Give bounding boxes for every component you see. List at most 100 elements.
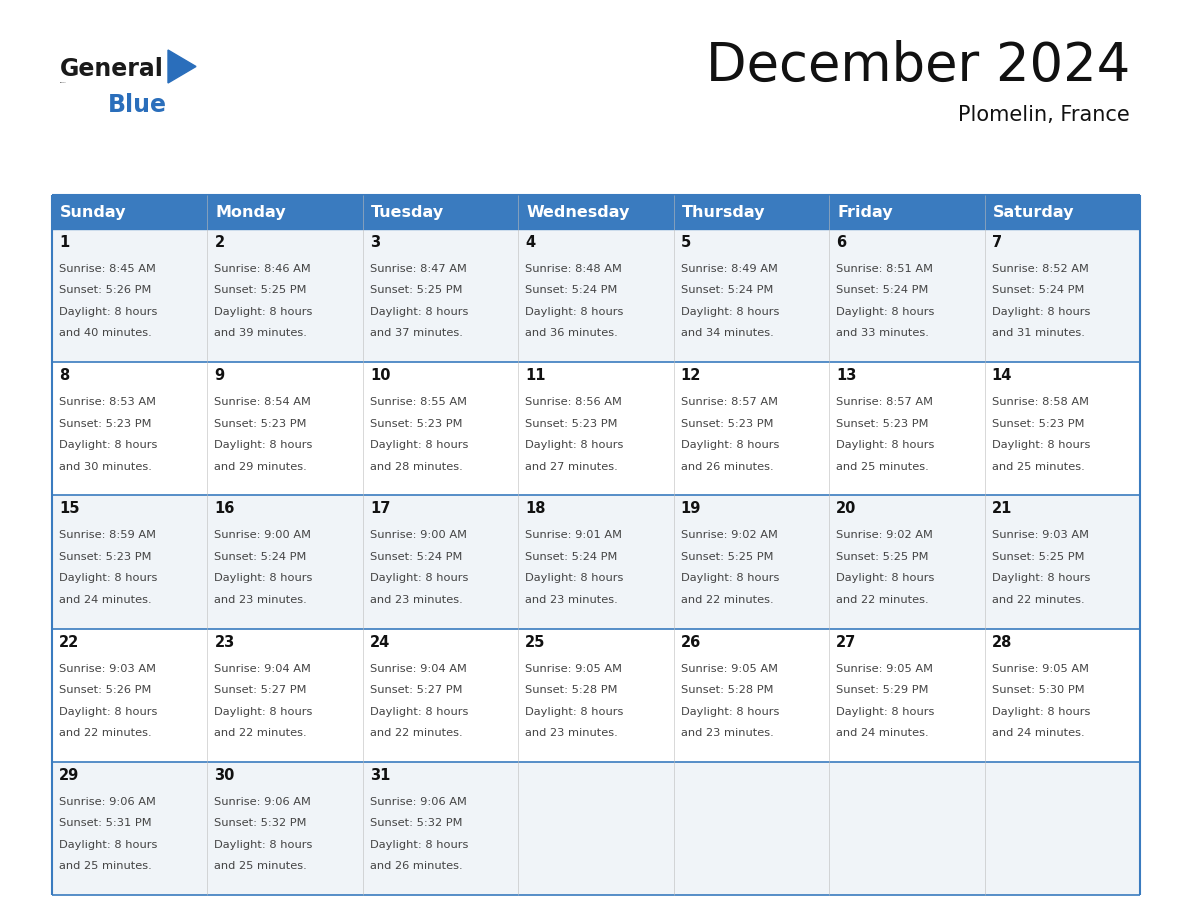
Text: and 37 minutes.: and 37 minutes. <box>369 329 463 339</box>
Text: 21: 21 <box>992 501 1012 517</box>
Text: 2: 2 <box>214 235 225 250</box>
Text: Sunset: 5:24 PM: Sunset: 5:24 PM <box>681 285 773 296</box>
Text: Daylight: 8 hours: Daylight: 8 hours <box>992 707 1089 717</box>
Text: and 23 minutes.: and 23 minutes. <box>214 595 308 605</box>
Text: Sunset: 5:24 PM: Sunset: 5:24 PM <box>525 285 618 296</box>
Text: and 31 minutes.: and 31 minutes. <box>992 329 1085 339</box>
Text: 13: 13 <box>836 368 857 383</box>
Text: Tuesday: Tuesday <box>371 206 444 220</box>
Text: Sunrise: 8:48 AM: Sunrise: 8:48 AM <box>525 264 623 274</box>
Text: Sunrise: 8:52 AM: Sunrise: 8:52 AM <box>992 264 1088 274</box>
Text: Sunset: 5:26 PM: Sunset: 5:26 PM <box>59 285 151 296</box>
Text: and 23 minutes.: and 23 minutes. <box>525 728 618 738</box>
Text: Daylight: 8 hours: Daylight: 8 hours <box>525 707 624 717</box>
Text: and 27 minutes.: and 27 minutes. <box>525 462 618 472</box>
Text: and 23 minutes.: and 23 minutes. <box>681 728 773 738</box>
Text: Sunset: 5:25 PM: Sunset: 5:25 PM <box>369 285 462 296</box>
Text: Daylight: 8 hours: Daylight: 8 hours <box>59 707 157 717</box>
Text: and 40 minutes.: and 40 minutes. <box>59 329 152 339</box>
Text: and 24 minutes.: and 24 minutes. <box>992 728 1085 738</box>
Text: 23: 23 <box>214 634 235 650</box>
Text: Daylight: 8 hours: Daylight: 8 hours <box>525 307 624 317</box>
Text: Sunset: 5:23 PM: Sunset: 5:23 PM <box>836 419 929 429</box>
Bar <box>208 195 362 229</box>
Text: and 22 minutes.: and 22 minutes. <box>369 728 462 738</box>
Text: Sunrise: 8:53 AM: Sunrise: 8:53 AM <box>59 397 156 408</box>
Text: Sunrise: 9:04 AM: Sunrise: 9:04 AM <box>214 664 311 674</box>
Text: Sunset: 5:24 PM: Sunset: 5:24 PM <box>214 552 307 562</box>
Text: Sunset: 5:25 PM: Sunset: 5:25 PM <box>214 285 307 296</box>
Text: Sunday: Sunday <box>61 206 126 220</box>
Text: 24: 24 <box>369 634 390 650</box>
Text: Sunset: 5:23 PM: Sunset: 5:23 PM <box>992 419 1085 429</box>
Text: 3: 3 <box>369 235 380 250</box>
Text: Sunset: 5:23 PM: Sunset: 5:23 PM <box>681 419 773 429</box>
Text: Sunrise: 9:06 AM: Sunrise: 9:06 AM <box>214 797 311 807</box>
Text: Sunrise: 9:05 AM: Sunrise: 9:05 AM <box>525 664 623 674</box>
Text: and 28 minutes.: and 28 minutes. <box>369 462 462 472</box>
Text: Monday: Monday <box>215 206 286 220</box>
Text: 14: 14 <box>992 368 1012 383</box>
Bar <box>52 629 1140 762</box>
Text: Sunrise: 8:55 AM: Sunrise: 8:55 AM <box>369 397 467 408</box>
Bar <box>52 762 1140 895</box>
Text: and 26 minutes.: and 26 minutes. <box>369 861 462 871</box>
Text: Sunrise: 9:03 AM: Sunrise: 9:03 AM <box>59 664 156 674</box>
Text: and 22 minutes.: and 22 minutes. <box>214 728 307 738</box>
Text: Sunset: 5:24 PM: Sunset: 5:24 PM <box>525 552 618 562</box>
Bar <box>52 496 1140 629</box>
Text: Daylight: 8 hours: Daylight: 8 hours <box>214 707 312 717</box>
Text: Daylight: 8 hours: Daylight: 8 hours <box>59 574 157 583</box>
Text: 10: 10 <box>369 368 391 383</box>
Text: Daylight: 8 hours: Daylight: 8 hours <box>525 440 624 450</box>
Text: 5: 5 <box>681 235 691 250</box>
Text: Daylight: 8 hours: Daylight: 8 hours <box>836 307 935 317</box>
Text: 6: 6 <box>836 235 846 250</box>
Text: Sunrise: 9:02 AM: Sunrise: 9:02 AM <box>836 531 933 541</box>
Text: Sunrise: 8:56 AM: Sunrise: 8:56 AM <box>525 397 623 408</box>
Text: Sunrise: 9:00 AM: Sunrise: 9:00 AM <box>214 531 311 541</box>
Text: Sunset: 5:26 PM: Sunset: 5:26 PM <box>59 685 151 695</box>
Text: Sunset: 5:32 PM: Sunset: 5:32 PM <box>214 818 307 828</box>
Text: Wednesday: Wednesday <box>526 206 630 220</box>
Text: Daylight: 8 hours: Daylight: 8 hours <box>369 440 468 450</box>
Text: Daylight: 8 hours: Daylight: 8 hours <box>836 574 935 583</box>
Bar <box>362 195 518 229</box>
Text: Daylight: 8 hours: Daylight: 8 hours <box>369 840 468 850</box>
Text: and 25 minutes.: and 25 minutes. <box>59 861 152 871</box>
Text: and 33 minutes.: and 33 minutes. <box>836 329 929 339</box>
Text: Sunrise: 8:58 AM: Sunrise: 8:58 AM <box>992 397 1088 408</box>
Text: Daylight: 8 hours: Daylight: 8 hours <box>369 307 468 317</box>
Bar <box>518 195 674 229</box>
Text: Daylight: 8 hours: Daylight: 8 hours <box>992 574 1089 583</box>
Text: Sunset: 5:24 PM: Sunset: 5:24 PM <box>836 285 929 296</box>
Text: 19: 19 <box>681 501 701 517</box>
Text: Friday: Friday <box>838 206 892 220</box>
Text: Daylight: 8 hours: Daylight: 8 hours <box>59 440 157 450</box>
Text: Daylight: 8 hours: Daylight: 8 hours <box>836 707 935 717</box>
Text: Sunrise: 8:54 AM: Sunrise: 8:54 AM <box>214 397 311 408</box>
Text: Thursday: Thursday <box>682 206 765 220</box>
Text: 11: 11 <box>525 368 545 383</box>
Text: 4: 4 <box>525 235 536 250</box>
Text: and 23 minutes.: and 23 minutes. <box>369 595 462 605</box>
Text: and 29 minutes.: and 29 minutes. <box>214 462 308 472</box>
Text: Sunset: 5:24 PM: Sunset: 5:24 PM <box>992 285 1083 296</box>
Bar <box>674 195 829 229</box>
Text: Daylight: 8 hours: Daylight: 8 hours <box>59 840 157 850</box>
Text: Daylight: 8 hours: Daylight: 8 hours <box>525 574 624 583</box>
Text: 9: 9 <box>214 368 225 383</box>
Polygon shape <box>168 50 196 83</box>
Text: and 24 minutes.: and 24 minutes. <box>836 728 929 738</box>
Text: Sunset: 5:28 PM: Sunset: 5:28 PM <box>525 685 618 695</box>
Bar <box>985 195 1140 229</box>
Text: 25: 25 <box>525 634 545 650</box>
Text: 22: 22 <box>59 634 80 650</box>
Text: Sunrise: 8:46 AM: Sunrise: 8:46 AM <box>214 264 311 274</box>
Text: 12: 12 <box>681 368 701 383</box>
Text: Daylight: 8 hours: Daylight: 8 hours <box>992 307 1089 317</box>
Text: Sunset: 5:31 PM: Sunset: 5:31 PM <box>59 818 152 828</box>
Text: 7: 7 <box>992 235 1001 250</box>
Text: and 30 minutes.: and 30 minutes. <box>59 462 152 472</box>
Text: Sunrise: 8:57 AM: Sunrise: 8:57 AM <box>836 397 933 408</box>
